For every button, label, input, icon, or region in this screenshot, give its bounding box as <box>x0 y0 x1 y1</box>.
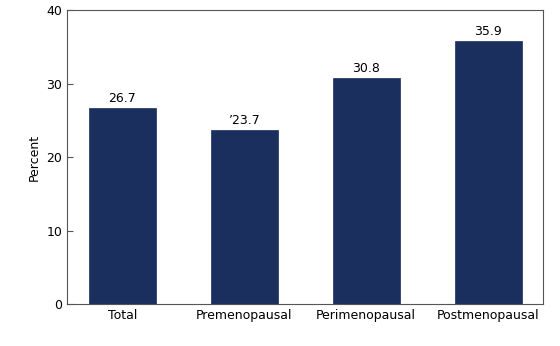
Bar <box>333 78 400 304</box>
Text: 30.8: 30.8 <box>352 62 380 75</box>
Text: ’23.7: ’23.7 <box>228 114 260 127</box>
Y-axis label: Percent: Percent <box>28 134 41 181</box>
Text: 26.7: 26.7 <box>109 92 136 105</box>
Text: 35.9: 35.9 <box>474 25 502 38</box>
Bar <box>89 108 156 304</box>
Bar <box>455 40 521 304</box>
Bar <box>211 130 278 304</box>
